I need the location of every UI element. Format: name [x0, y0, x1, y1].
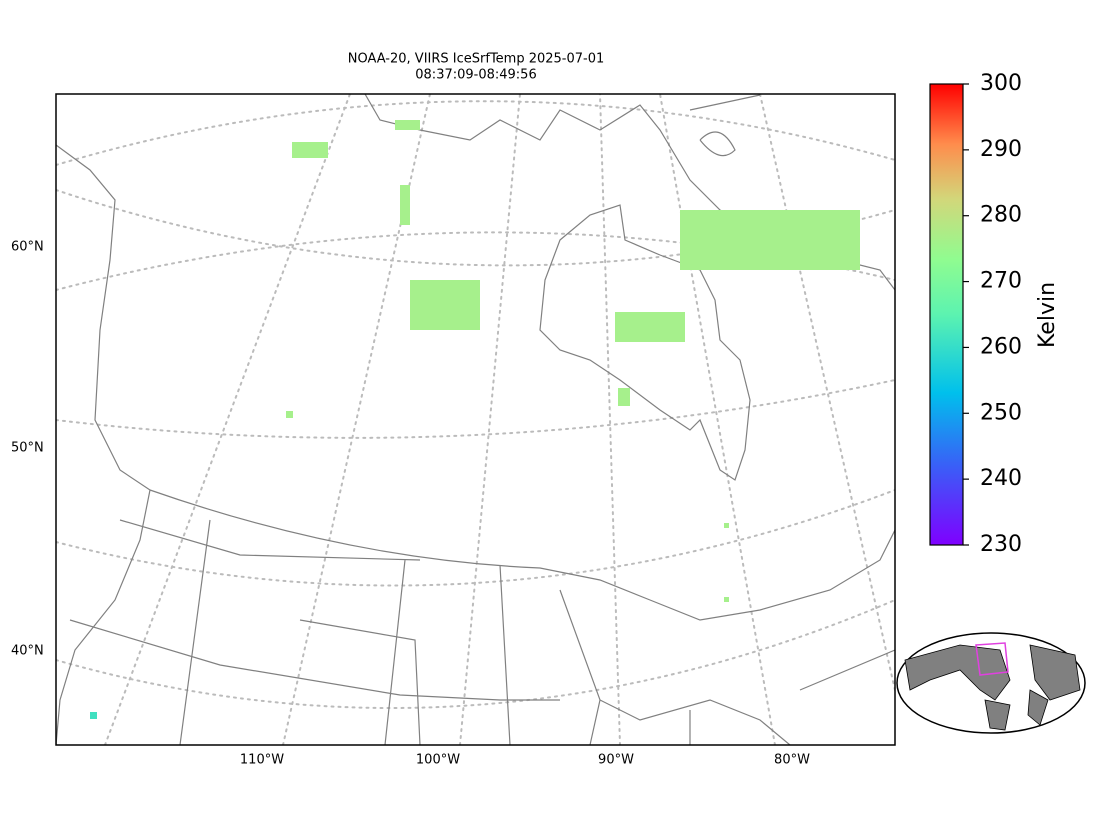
lat-label: 50°N: [11, 441, 44, 456]
colorbar-tick-label: 240: [980, 466, 1022, 491]
lat-label: 40°N: [11, 644, 44, 659]
colorbar-tick-label: 280: [980, 203, 1022, 228]
map-area: [56, 94, 895, 745]
colorbar-tick-label: 250: [980, 400, 1022, 425]
colorbar-tick-label: 270: [980, 269, 1022, 294]
lon-label: 100°W: [416, 753, 460, 768]
colorbar-tick-label: 260: [980, 334, 1022, 359]
colorbar-tick-label: 230: [980, 532, 1022, 557]
inset-land: [904, 644, 1081, 731]
lon-label: 110°W: [240, 753, 284, 768]
title: NOAA-20, VIIRS IceSrfTemp 2025-07-01: [348, 52, 605, 67]
lon-label: 80°W: [774, 753, 810, 768]
colorbar-tick-label: 300: [980, 71, 1022, 96]
colorbar-label: Kelvin: [1035, 282, 1060, 348]
colorbar: [929, 83, 964, 546]
lat-label: 60°N: [11, 240, 44, 255]
inset-extent: [975, 642, 1009, 676]
subtitle: 08:37:09-08:49:56: [415, 68, 536, 83]
map-frame: [55, 93, 896, 746]
colorbar-tick-label: 290: [980, 137, 1022, 162]
lon-label: 90°W: [598, 753, 634, 768]
